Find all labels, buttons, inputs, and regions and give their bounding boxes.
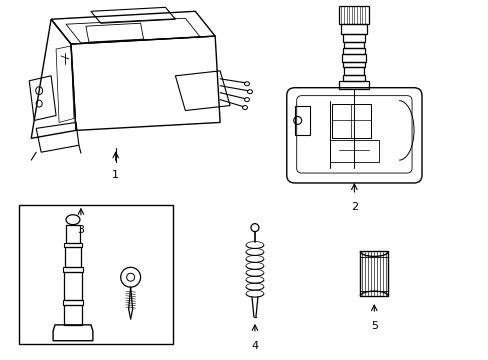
Bar [360,251,387,296]
Bar [329,140,379,162]
Bar [64,272,82,300]
Bar [344,67,364,75]
Text: 5: 5 [370,321,377,331]
Text: 3: 3 [77,225,84,235]
Bar [19,205,173,344]
Bar [341,24,366,34]
Bar [63,267,83,272]
Bar [343,34,365,42]
Bar [343,62,365,67]
Bar [331,104,370,138]
Bar [342,54,366,62]
Bar [65,247,81,267]
Bar [343,48,365,54]
Bar [63,300,83,305]
Bar [343,75,365,81]
Bar [64,243,82,247]
Bar [66,225,80,243]
Text: 2: 2 [350,202,357,212]
Bar [339,81,368,89]
Bar [64,305,82,325]
Text: 1: 1 [112,170,119,180]
Text: 4: 4 [251,341,258,351]
Bar [339,6,368,24]
Bar [344,42,364,48]
